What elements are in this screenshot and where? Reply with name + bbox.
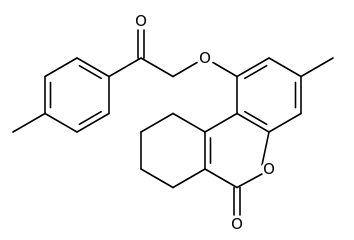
bond: [244, 64, 268, 80]
bond: [140, 112, 174, 133]
bonds: [12, 29, 334, 216]
bond: [300, 57, 334, 78]
bond: [268, 57, 302, 78]
label-bg: [133, 13, 149, 29]
bond: [172, 168, 206, 189]
label-bg: [229, 216, 245, 232]
bond: [204, 112, 238, 133]
bond: [212, 61, 238, 78]
bond: [44, 57, 78, 78]
label-bg: [261, 161, 277, 177]
atom-labels: O O O O: [133, 12, 277, 233]
bond: [108, 57, 142, 78]
atom-label: O: [231, 215, 243, 233]
bond: [76, 57, 110, 78]
bond: [140, 168, 174, 189]
bond: [261, 131, 270, 166]
bond: [236, 173, 263, 189]
bond: [236, 112, 270, 133]
bond: [204, 168, 238, 189]
bond: [140, 57, 174, 78]
bond: [78, 64, 102, 80]
atom-label: O: [199, 49, 211, 67]
bond: [44, 112, 78, 133]
bond: [172, 112, 206, 133]
atom-label: O: [135, 12, 147, 30]
bond: [236, 57, 270, 78]
bond: [12, 112, 46, 133]
bond: [268, 112, 302, 133]
bond: [172, 61, 198, 78]
bond: [76, 112, 110, 133]
label-bg: [197, 50, 213, 66]
atom-label: O: [263, 160, 275, 178]
bond: [244, 110, 268, 126]
bond: [78, 110, 102, 126]
